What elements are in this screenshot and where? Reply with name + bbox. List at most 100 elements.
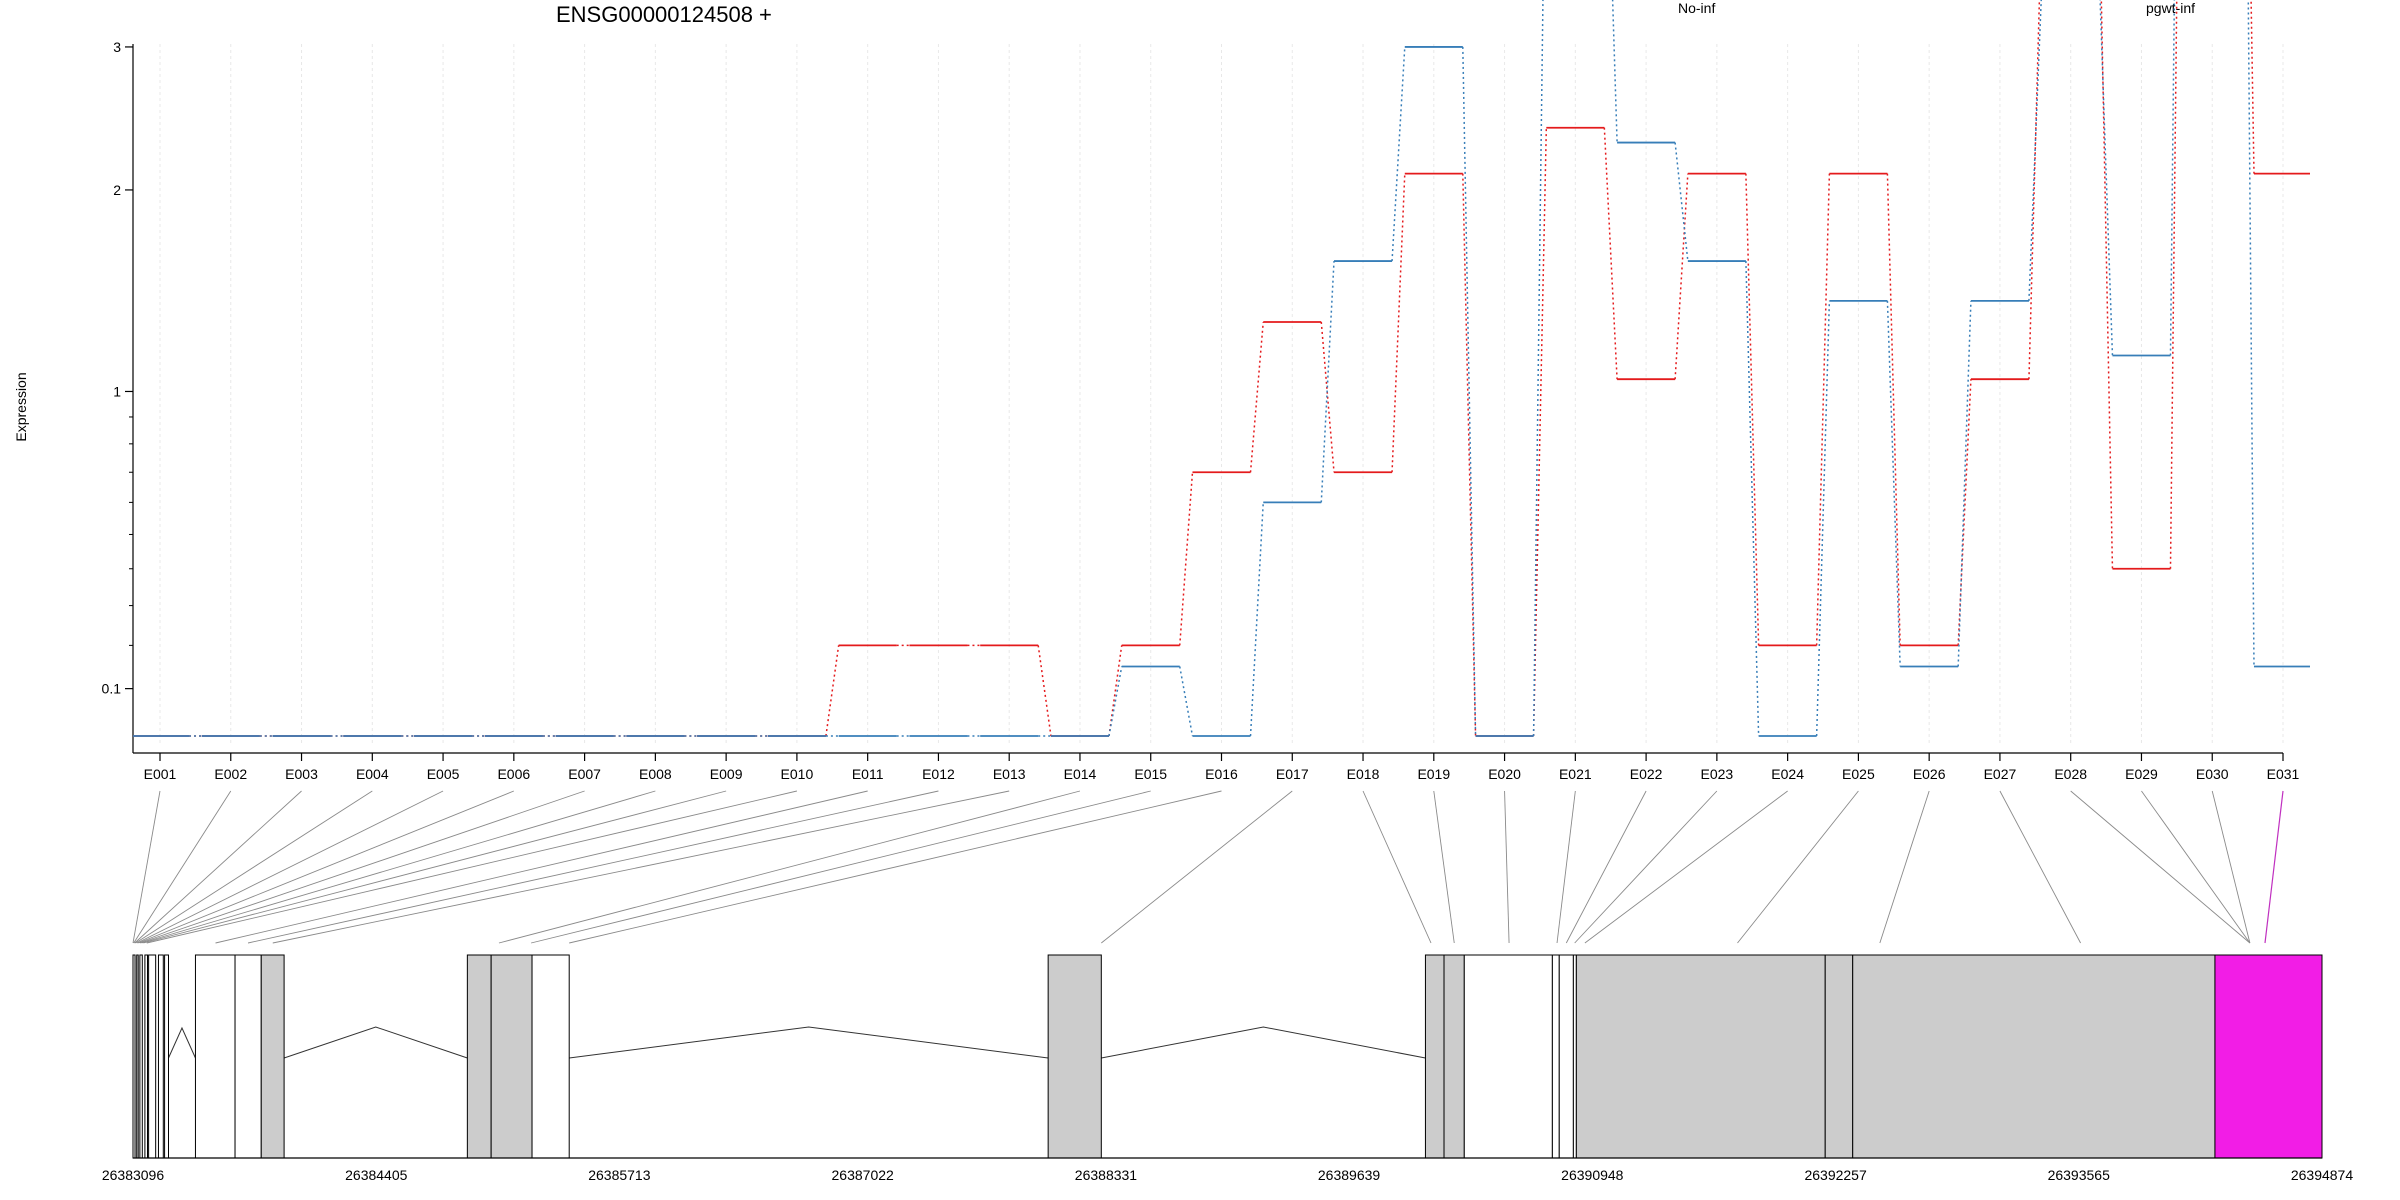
connector-e019 [1433, 790, 1455, 944]
exon-label-e026: E026 [1913, 766, 1946, 782]
genomic-tick-label: 26394874 [2291, 1167, 2354, 1183]
series-connector [2028, 0, 2042, 301]
exon-block-19 [1558, 954, 1574, 1159]
series-connector [1815, 173, 1831, 646]
connector-e017 [1101, 790, 1293, 944]
exon-label-e019: E019 [1417, 766, 1450, 782]
chart-title: ENSG00000124508 + [556, 2, 772, 27]
legend-entry-no-inf: No-inf [1678, 0, 1715, 16]
exon-block-23 [1852, 954, 2216, 1159]
genomic-tick-label: 26392257 [1804, 1167, 1867, 1183]
connector-e024 [1584, 790, 1788, 944]
exon-label-e025: E025 [1842, 766, 1875, 782]
y-axis-label: Expression [13, 372, 29, 441]
series-connector [1603, 127, 1618, 380]
exon-label-e024: E024 [1771, 766, 1804, 782]
connector-e006 [138, 790, 515, 944]
series-connector [1611, 0, 1618, 143]
series-connector [1886, 300, 1901, 667]
exon-block-16 [1443, 954, 1465, 1159]
series-connector [1886, 173, 1901, 646]
exon-label-e006: E006 [497, 766, 530, 782]
y-tick-label: 0.1 [102, 681, 122, 697]
genomic-tick-label: 26387022 [832, 1167, 895, 1183]
exon-block-10 [260, 954, 285, 1159]
connector-e003 [134, 790, 302, 944]
intron-1 [168, 1026, 196, 1059]
exon-label-e005: E005 [427, 766, 460, 782]
connector-e015 [530, 790, 1151, 944]
series-connector [1745, 173, 1760, 646]
exon-label-e001: E001 [144, 766, 177, 782]
exon-label-e023: E023 [1701, 766, 1734, 782]
connector-e030 [2211, 790, 2251, 944]
exon-connector-lines [132, 790, 2284, 944]
exon-label-e028: E028 [2054, 766, 2087, 782]
connector-e013 [272, 790, 1010, 944]
series-connector [1249, 502, 1265, 737]
intron-2 [283, 1026, 468, 1059]
exon-label-e017: E017 [1276, 766, 1309, 782]
connector-e002 [133, 790, 232, 944]
series-connector [2250, 0, 2255, 174]
series-connector [1532, 127, 1548, 737]
y-tick-label: 1 [113, 383, 121, 399]
exon-block-17 [1463, 954, 1553, 1159]
connector-e009 [143, 790, 727, 944]
connector-e008 [141, 790, 656, 944]
series-connector [1108, 666, 1123, 737]
exon-label-e009: E009 [710, 766, 743, 782]
series-connector [2100, 0, 2114, 569]
series-connector [1178, 472, 1194, 646]
series-connector [1674, 142, 1689, 262]
exon-block-12 [490, 954, 533, 1159]
series-connector [1320, 261, 1335, 503]
series-connector [1745, 261, 1760, 737]
connector-e016 [569, 790, 1222, 944]
connector-e027 [1999, 790, 2081, 944]
exon-label-e004: E004 [356, 766, 389, 782]
genomic-tick-label: 26389639 [1318, 1167, 1381, 1183]
series-connector [825, 645, 840, 737]
connector-e004 [135, 790, 373, 944]
exon-block-3 [139, 954, 143, 1159]
gene-model [132, 954, 2323, 1159]
series-connector [1815, 300, 1831, 737]
series-connector [1320, 321, 1335, 473]
exon-block-24 [2214, 954, 2323, 1159]
series-no-inf [133, 0, 2310, 737]
exon-label-e020: E020 [1488, 766, 1521, 782]
exon-label-e013: E013 [993, 766, 1026, 782]
connector-e029 [2141, 790, 2251, 944]
legend-entry-pgwt-inf: pgwt-inf [2146, 0, 2195, 16]
exon-label-e011: E011 [852, 766, 884, 782]
genomic-tick-label: 26388331 [1075, 1167, 1138, 1183]
exon-label-e015: E015 [1134, 766, 1167, 782]
connector-e023 [1574, 790, 1718, 944]
vertical-gridlines [159, 44, 2284, 743]
connector-e012 [247, 790, 939, 944]
series-connector [1108, 645, 1123, 737]
exon-label-e002: E002 [214, 766, 247, 782]
exon-label-e007: E007 [568, 766, 601, 782]
series-connector [1179, 666, 1194, 737]
exon-label-e029: E029 [2125, 766, 2158, 782]
series-connector [2099, 0, 2114, 356]
exon-block-21 [1575, 954, 1826, 1159]
exon-label-e012: E012 [922, 766, 955, 782]
expression-axes: 0.11235101520 [102, 39, 134, 753]
series-connector [1957, 300, 1972, 667]
exon-label-e016: E016 [1205, 766, 1238, 782]
exon-block-1 [132, 954, 136, 1159]
exon-block-9 [234, 954, 262, 1159]
connector-e020 [1504, 790, 1510, 944]
exon-label-e021: E021 [1559, 766, 1592, 782]
series-connector [1249, 321, 1264, 473]
connector-e031 [2264, 790, 2284, 944]
connector-e005 [136, 790, 444, 944]
connector-e021 [1556, 790, 1576, 944]
series-connector [2247, 0, 2255, 667]
y-tick-label: 2 [113, 182, 121, 198]
connector-e001 [132, 790, 161, 944]
